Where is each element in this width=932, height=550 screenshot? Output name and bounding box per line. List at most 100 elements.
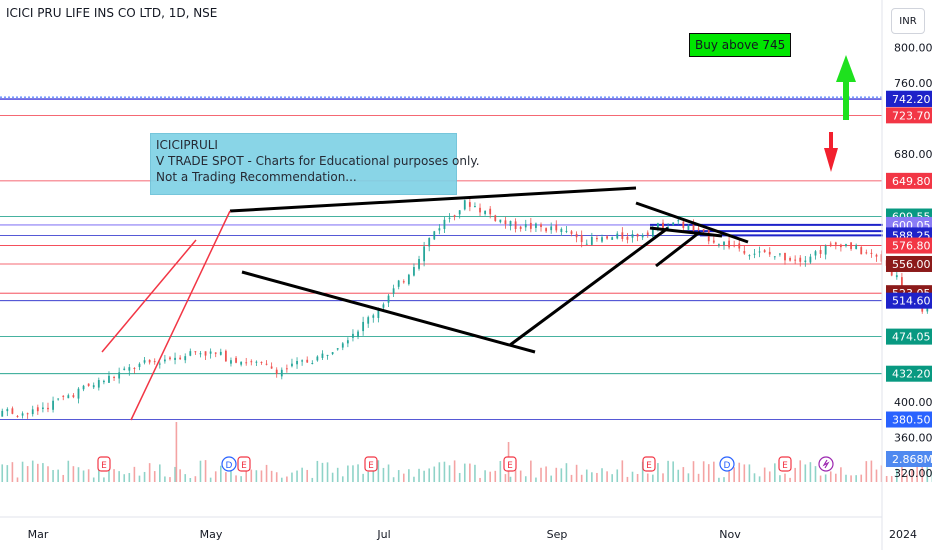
candle-body: [108, 375, 110, 383]
price-badge: [886, 172, 932, 189]
volume-bar: [402, 473, 405, 482]
candle-body: [209, 351, 212, 354]
volume-bar: [209, 477, 212, 482]
candle-body: [270, 366, 273, 369]
candle-body: [1, 410, 4, 417]
volume-bar: [382, 467, 385, 482]
candle-body: [326, 354, 329, 356]
candle-body: [855, 245, 858, 249]
candle-body: [697, 228, 700, 230]
candle-body: [362, 321, 365, 332]
volume-bar: [245, 468, 248, 482]
volume-bar: [926, 466, 929, 482]
candle-body: [636, 233, 639, 237]
volume-bar: [641, 461, 644, 482]
candle-body: [657, 223, 659, 229]
candle-body: [540, 224, 542, 228]
candle-body: [794, 259, 797, 261]
candle-body: [204, 351, 207, 356]
candle-body: [352, 333, 354, 338]
price-badge-label: 723.70: [892, 109, 931, 122]
candle-body: [219, 351, 222, 355]
volume-bar: [687, 473, 690, 482]
candle-body: [779, 253, 781, 255]
candle-body: [458, 210, 461, 215]
candle-body: [148, 359, 151, 363]
candle-body: [824, 245, 827, 255]
candle-body: [748, 255, 751, 257]
price-badge: [886, 365, 932, 382]
educational-note: ICICIPRULI V TRADE SPOT - Charts for Edu…: [150, 133, 480, 195]
buy-above-label: Buy above 745: [689, 33, 792, 57]
earnings-marker: [503, 456, 517, 472]
candle-body: [41, 407, 44, 409]
candle-body: [479, 207, 481, 213]
volume-bar: [1, 464, 4, 482]
trendline: [229, 186, 637, 213]
currency-button[interactable]: INR: [891, 8, 925, 34]
dividend-marker-label: D: [724, 461, 731, 471]
price-levels: [0, 96, 883, 420]
candle-body: [184, 356, 187, 361]
candle-body: [753, 253, 756, 255]
earnings-marker: [97, 456, 111, 472]
volume-bar: [387, 464, 390, 482]
volume-bar: [275, 472, 278, 482]
price-badge-label: 576.80: [892, 240, 931, 253]
candle-body: [474, 206, 476, 208]
volume-bar: [662, 473, 664, 482]
candle-body: [712, 240, 715, 243]
candle-body: [316, 356, 319, 361]
volume-bar: [733, 467, 735, 482]
candle-body: [102, 380, 105, 383]
candle-body: [158, 363, 161, 365]
candle-body: [519, 226, 522, 229]
volume-bar: [723, 477, 725, 482]
up-arrow-head: [836, 55, 856, 82]
candle-body: [423, 246, 426, 262]
candle-body: [367, 317, 370, 324]
volume-bar: [301, 467, 303, 482]
candle-body: [565, 230, 568, 232]
candle-body: [21, 413, 24, 416]
earnings-marker-label: E: [101, 461, 107, 471]
candle-body: [601, 237, 603, 242]
volume-bar: [26, 466, 29, 482]
candle-body: [265, 363, 268, 365]
candle-body: [550, 226, 553, 231]
volume-bar: [6, 465, 9, 482]
trendline: [241, 270, 536, 354]
volume-bar: [870, 460, 873, 482]
candle-body: [865, 252, 868, 254]
volume-bar: [799, 460, 802, 482]
price-badge: [886, 107, 932, 124]
volume-bar: [103, 477, 105, 482]
candle-body: [672, 222, 675, 226]
volume-bar: [591, 472, 593, 482]
candle-body: [784, 253, 786, 261]
volume-bar: [713, 461, 715, 482]
volume-bar: [555, 467, 558, 482]
candle-body: [113, 376, 115, 378]
volume-bar: [474, 464, 476, 482]
volume-bar: [52, 470, 54, 482]
volume-bar: [347, 465, 349, 482]
volume-bar: [626, 476, 629, 482]
volume-bar: [31, 460, 34, 482]
trendline: [649, 226, 723, 238]
candle-body: [306, 359, 309, 363]
candle-body: [311, 362, 314, 364]
volume-bar: [499, 460, 502, 482]
candle-body: [26, 413, 29, 415]
volume-bar: [890, 476, 893, 482]
volume-bar: [321, 462, 324, 482]
candle-body: [646, 232, 649, 235]
candle-body: [67, 395, 70, 399]
volume-bars: [1, 422, 932, 482]
candle-body: [230, 360, 232, 364]
candle-body: [189, 351, 192, 356]
y-tick-label: 800.00: [894, 42, 932, 55]
candle-body: [47, 407, 49, 410]
candle-body: [529, 222, 532, 229]
